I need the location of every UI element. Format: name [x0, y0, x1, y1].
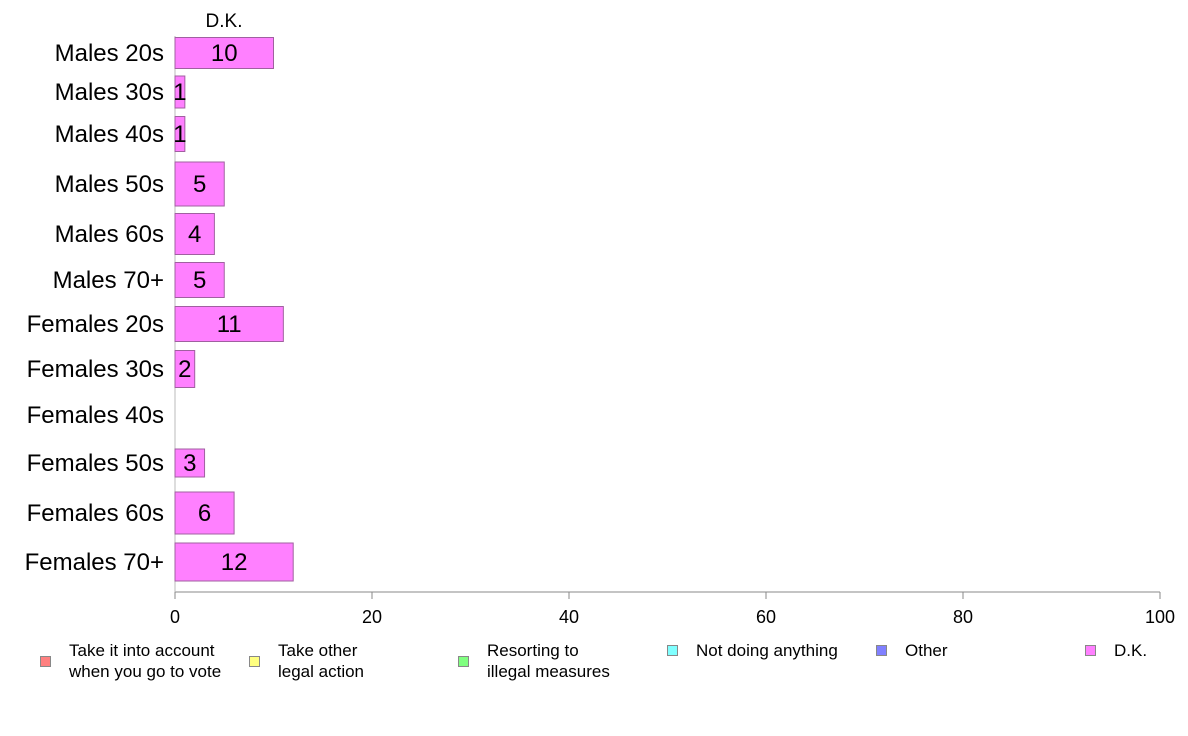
legend-item-vote: Take it into account when you go to vote — [40, 640, 221, 682]
bar — [174, 161, 225, 207]
legend-label-illegal: Resorting to illegal measures — [487, 641, 610, 681]
bar-value-label: 5 — [193, 267, 206, 294]
x-tick-label: 100 — [1145, 607, 1175, 627]
x-tick-label: 40 — [559, 607, 579, 627]
bar — [174, 116, 186, 152]
category-label: Males 40s — [55, 121, 164, 148]
category-label: Females 70+ — [25, 549, 164, 576]
category-label: Males 60s — [55, 221, 164, 248]
bar — [174, 448, 206, 478]
bar-value-label: 6 — [198, 500, 211, 527]
bar-value-label: 1 — [173, 79, 186, 106]
category-label: Males 50s — [55, 171, 164, 198]
bar — [174, 306, 284, 342]
legend-swatch-dk — [1085, 645, 1096, 656]
x-tick-label: 20 — [362, 607, 382, 627]
category-label: Males 20s — [55, 40, 164, 67]
category-label: Females 50s — [27, 450, 164, 477]
bars — [174, 37, 294, 582]
legend-swatch-legal — [249, 655, 260, 667]
category-label: Males 70+ — [53, 267, 164, 294]
legend-label-nothing: Not doing anything — [696, 641, 838, 660]
bar — [174, 542, 294, 582]
category-label: Males 30s — [55, 79, 164, 106]
category-labels: Males 20s Males 30s Males 40s Males 50s Male… — [25, 40, 164, 576]
bar — [174, 37, 274, 69]
legend-item-other: Other — [876, 640, 948, 661]
category-label: Females 20s — [27, 311, 164, 338]
bar — [174, 350, 196, 388]
x-tick-label: 80 — [953, 607, 973, 627]
legend-swatch-other — [876, 645, 887, 656]
bar — [174, 491, 235, 535]
legend-item-nothing: Not doing anything — [667, 640, 838, 661]
category-label: Females 60s — [27, 500, 164, 527]
legend-label-vote: Take it into account when you go to vote — [69, 641, 222, 681]
bar — [174, 262, 225, 298]
category-label: Females 40s — [27, 402, 164, 429]
x-tick-label: 60 — [756, 607, 776, 627]
bar-value-label: 10 — [211, 40, 238, 67]
bar-value-label: 2 — [178, 356, 191, 383]
bar-value-label: 3 — [183, 450, 196, 477]
bar-value-label: 4 — [188, 221, 201, 248]
legend-swatch-vote — [40, 655, 51, 667]
category-label: Females 30s — [27, 356, 164, 383]
bar-value-label: 12 — [221, 549, 248, 576]
legend: Take it into account when you go to vote… — [0, 640, 1188, 700]
legend-swatch-illegal — [458, 655, 469, 667]
bar — [174, 75, 186, 109]
x-axis: 0 20 40 60 80 100 — [170, 36, 1175, 627]
legend-swatch-nothing — [667, 645, 678, 656]
bar-value-label: 5 — [193, 171, 206, 198]
bar-value-label: 11 — [217, 311, 242, 338]
bar — [174, 213, 215, 255]
legend-label-legal: Take other legal action — [278, 641, 365, 681]
legend-label-dk: D.K. — [1114, 641, 1148, 660]
legend-label-other: Other — [905, 641, 948, 660]
x-tick-label: 0 — [170, 607, 180, 627]
legend-item-legal: Take other legal action — [249, 640, 364, 682]
legend-item-dk: D.K. — [1085, 640, 1147, 661]
bar-value-label: 1 — [173, 121, 186, 148]
legend-item-illegal: Resorting to illegal measures — [458, 640, 610, 682]
chart-title: D.K. — [206, 11, 243, 32]
